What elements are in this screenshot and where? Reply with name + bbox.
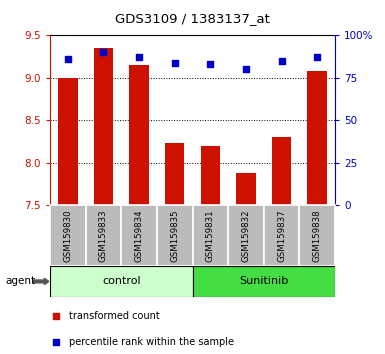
Point — [243, 67, 249, 72]
Point — [136, 55, 142, 60]
Bar — [157, 205, 192, 266]
Text: GSM159835: GSM159835 — [170, 209, 179, 262]
Bar — [165, 143, 184, 205]
Text: percentile rank within the sample: percentile rank within the sample — [69, 337, 234, 347]
Bar — [264, 205, 300, 266]
Text: GSM159832: GSM159832 — [241, 209, 250, 262]
Bar — [129, 65, 149, 205]
Text: control: control — [102, 276, 141, 286]
Bar — [94, 48, 113, 205]
Text: GSM159830: GSM159830 — [64, 209, 72, 262]
Point — [314, 55, 320, 60]
Bar — [50, 266, 192, 297]
Bar — [300, 205, 335, 266]
Point — [207, 62, 213, 67]
Text: agent: agent — [6, 276, 36, 286]
Text: transformed count: transformed count — [69, 311, 159, 321]
Bar — [192, 266, 335, 297]
Point — [100, 50, 107, 55]
Bar — [58, 78, 78, 205]
Point — [172, 60, 178, 65]
Point — [53, 313, 59, 319]
Point — [53, 339, 59, 345]
Text: GDS3109 / 1383137_at: GDS3109 / 1383137_at — [115, 12, 270, 25]
Text: GSM159831: GSM159831 — [206, 209, 215, 262]
Bar — [121, 205, 157, 266]
Text: GSM159834: GSM159834 — [135, 209, 144, 262]
Bar — [85, 205, 121, 266]
Point — [278, 58, 285, 64]
Text: GSM159837: GSM159837 — [277, 209, 286, 262]
Point — [65, 56, 71, 62]
Bar — [307, 71, 327, 205]
Text: GSM159838: GSM159838 — [313, 209, 321, 262]
Bar — [236, 173, 256, 205]
Text: GSM159833: GSM159833 — [99, 209, 108, 262]
Bar — [201, 146, 220, 205]
Bar — [272, 137, 291, 205]
Bar — [192, 205, 228, 266]
Bar — [50, 205, 85, 266]
Bar — [228, 205, 264, 266]
Text: Sunitinib: Sunitinib — [239, 276, 288, 286]
